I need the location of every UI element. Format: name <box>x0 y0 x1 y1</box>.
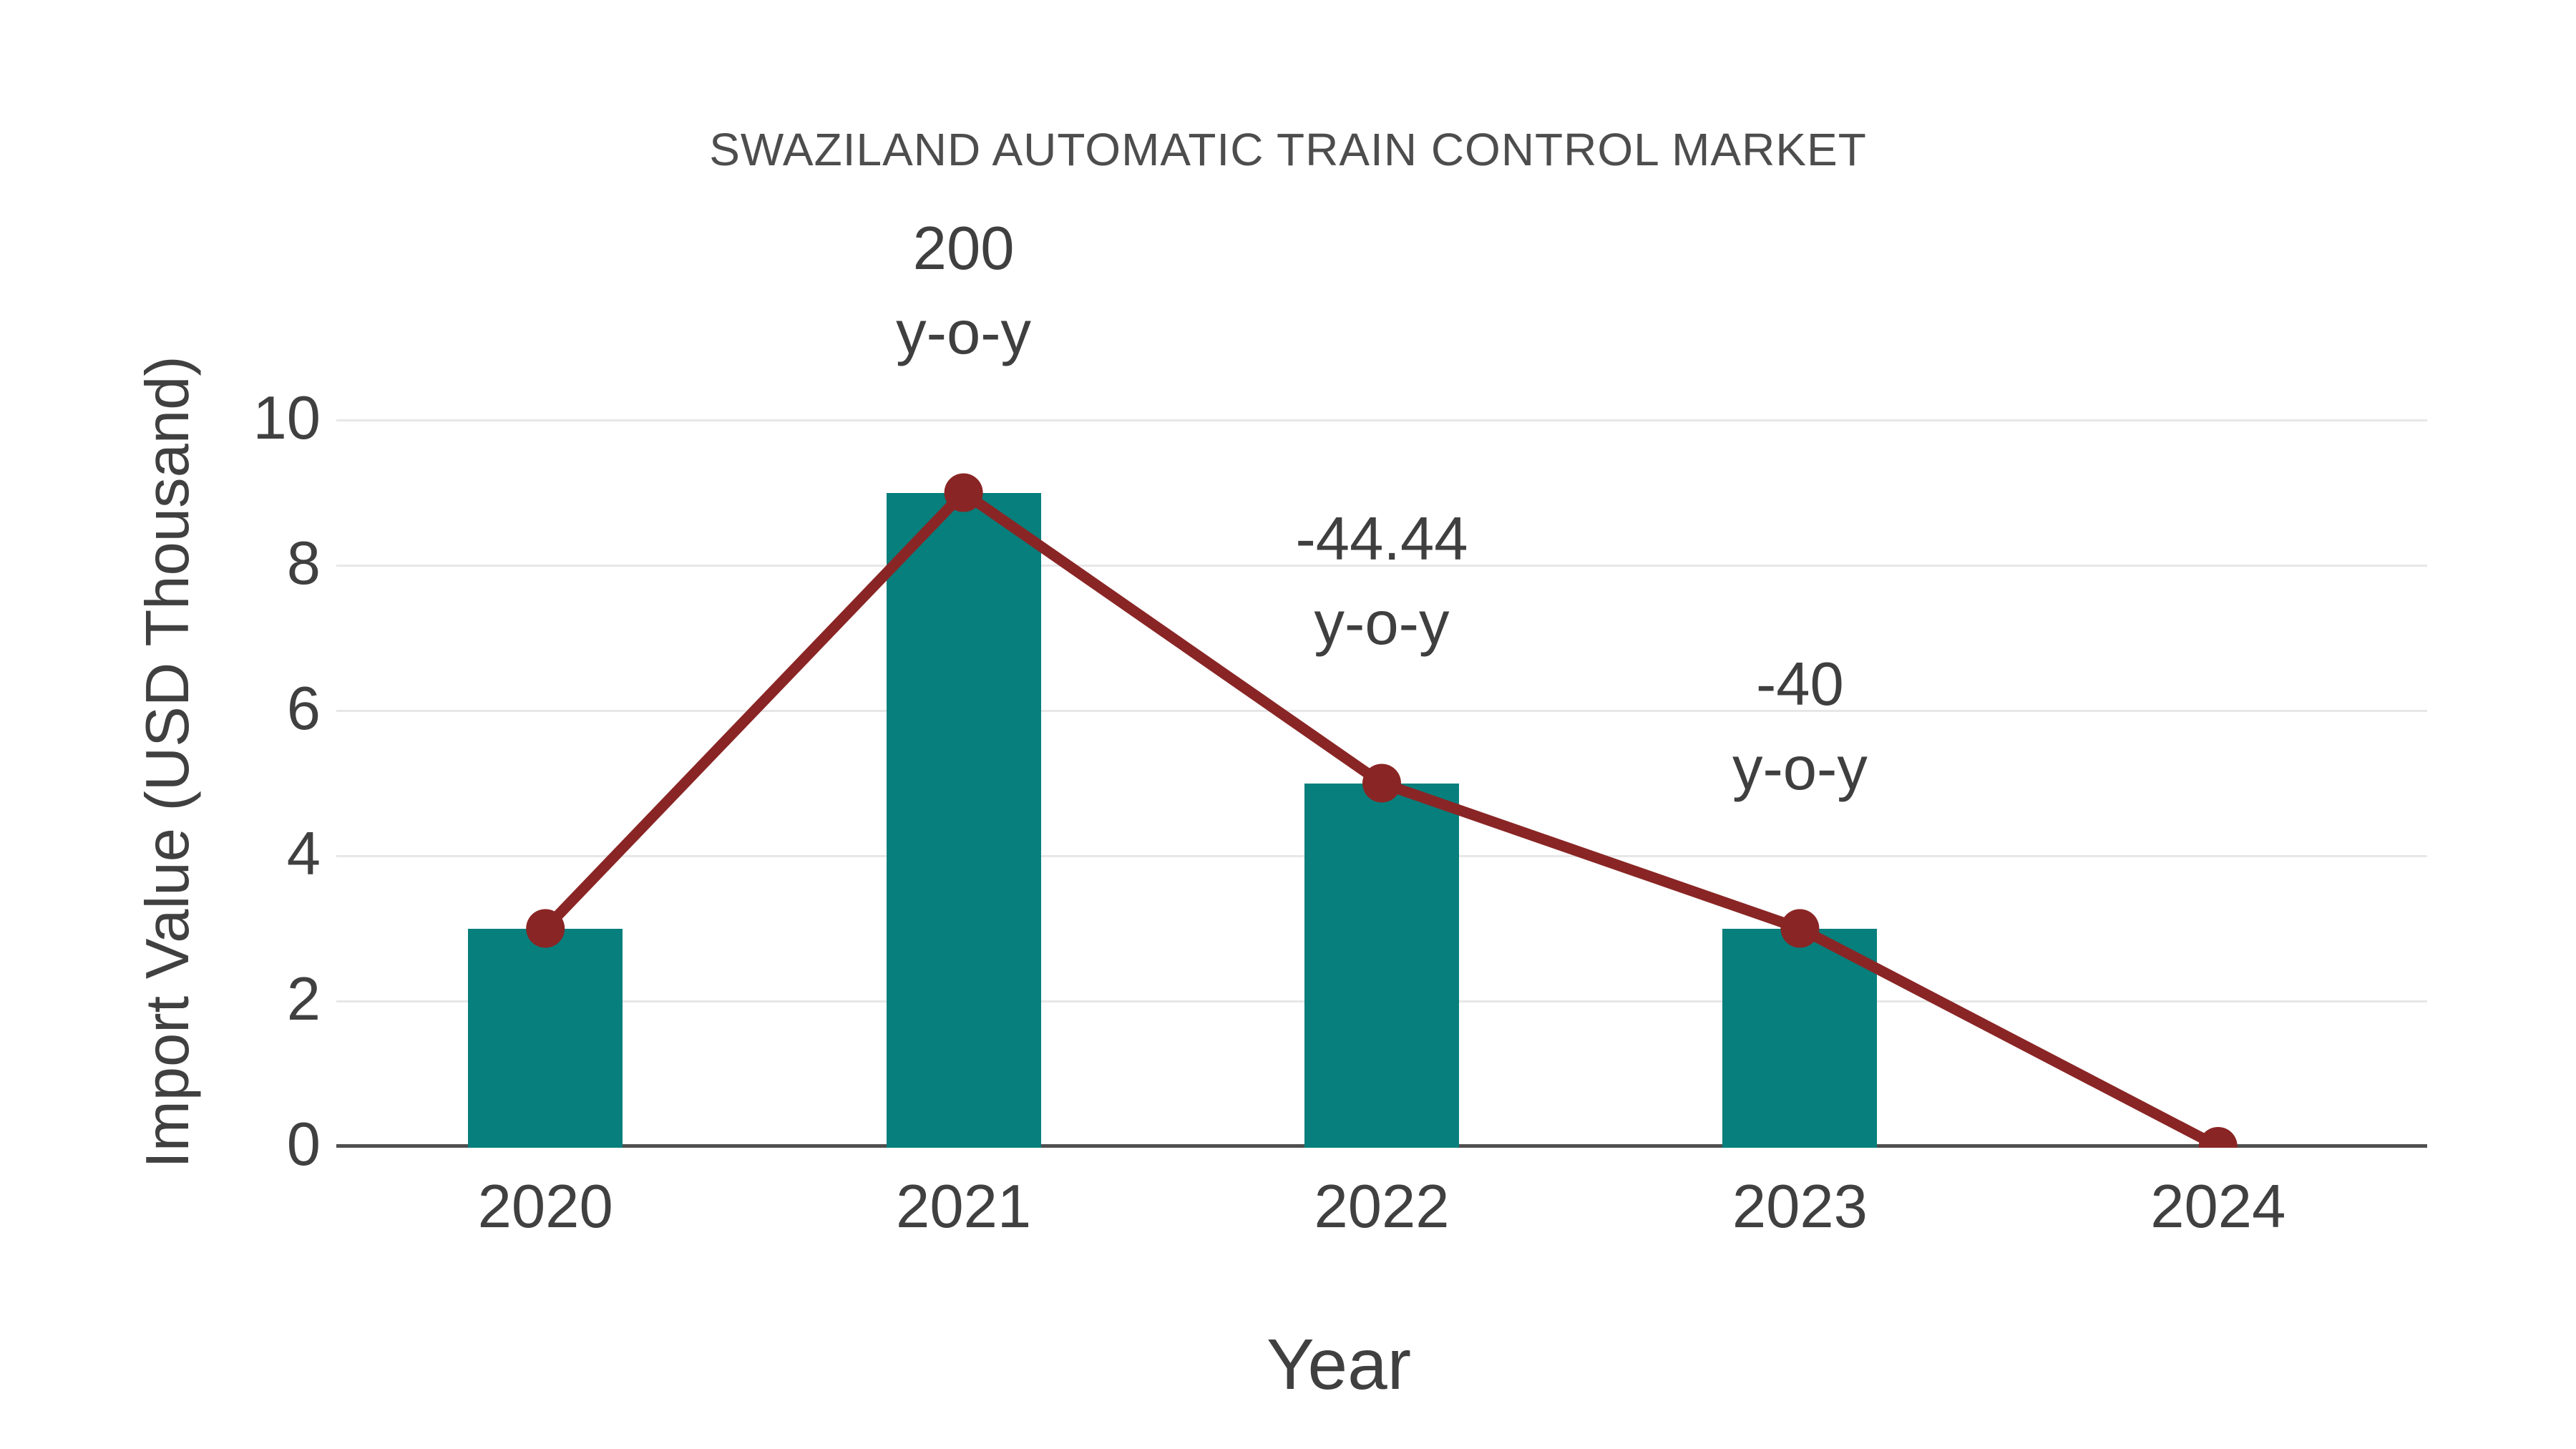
bar-2022 <box>1304 783 1459 1148</box>
x-tick-label-2024: 2024 <box>2150 1173 2286 1241</box>
line-point-2024 <box>2198 1127 2238 1148</box>
line-point-2023 <box>1780 909 1820 948</box>
yoy-annotation-2021: 200 y-o-y <box>896 207 1031 376</box>
x-tick-label-2021: 2021 <box>896 1173 1032 1241</box>
gridline-y-10 <box>336 419 2427 421</box>
bar-2021 <box>886 492 1041 1148</box>
yoy-annotation-2022: -44.44 y-o-y <box>1295 497 1468 666</box>
plot-area <box>336 322 2427 1148</box>
y-axis-title: Import Value (USD Thousand) <box>134 356 202 1169</box>
y-tick-label-0: 0 <box>286 1111 321 1179</box>
yoy-unit: y-o-y <box>1732 734 1868 803</box>
line-point-2022 <box>1362 763 1401 803</box>
gridline-y-8 <box>336 564 2427 567</box>
line-point-2020 <box>526 909 565 948</box>
line-series-layer <box>526 473 2238 1148</box>
x-tick-label-2022: 2022 <box>1314 1173 1450 1241</box>
y-tick-label-8: 8 <box>286 530 321 598</box>
yoy-unit: y-o-y <box>1314 589 1450 658</box>
yoy-unit: y-o-y <box>896 298 1032 367</box>
bar-2023 <box>1722 928 1878 1148</box>
yoy-value: 200 <box>912 214 1015 283</box>
bar-2020 <box>468 928 623 1148</box>
yoy-annotation-2023: -40 y-o-y <box>1732 643 1868 811</box>
y-tick-label-2: 2 <box>286 965 321 1034</box>
x-tick-label-2023: 2023 <box>1732 1173 1868 1241</box>
y-tick-label-4: 4 <box>286 820 321 889</box>
yoy-value: -44.44 <box>1295 504 1468 573</box>
x-tick-label-2020: 2020 <box>477 1173 613 1241</box>
line-point-2021 <box>944 473 983 512</box>
x-axis-title: Year <box>1266 1324 1412 1405</box>
yoy-value: -40 <box>1755 650 1844 718</box>
y-tick-label-6: 6 <box>286 675 321 743</box>
gridline-y-6 <box>336 709 2427 712</box>
y-tick-label-10: 10 <box>253 384 321 453</box>
chart-title: SWAZILAND AUTOMATIC TRAIN CONTROL MARKET <box>709 124 1867 175</box>
